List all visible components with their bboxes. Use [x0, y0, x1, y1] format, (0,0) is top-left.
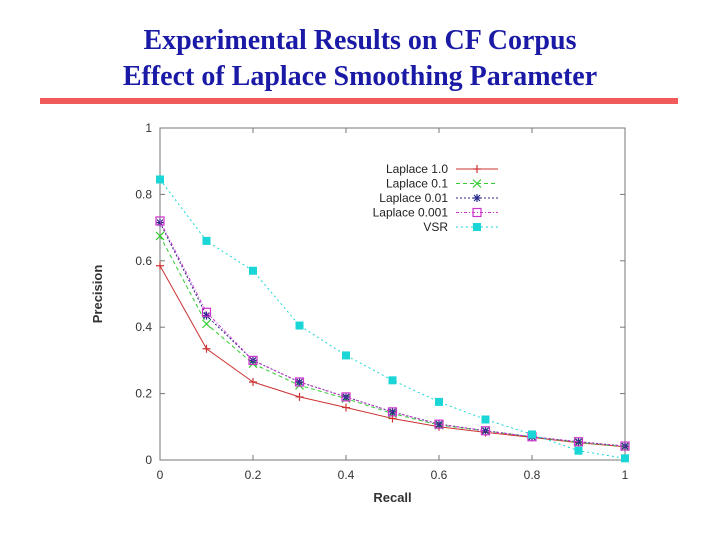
x-tick-label: 0.4	[338, 468, 355, 482]
data-point-laplace-0-001	[248, 355, 258, 365]
x-axis-label: Recall	[373, 490, 411, 505]
data-point-vsr	[295, 321, 304, 330]
data-point-vsr	[388, 376, 397, 385]
plot-frame	[159, 127, 626, 461]
x-tick-label: 0.8	[524, 468, 541, 482]
x-tick-label: 0.2	[245, 468, 262, 482]
title-underline	[40, 98, 678, 104]
y-tick-label: 0	[145, 453, 152, 467]
data-point-laplace-0-01	[574, 437, 583, 446]
data-point-laplace-0-01	[295, 377, 304, 386]
legend-label-laplace-0-01: Laplace 0.01	[379, 191, 448, 205]
legend-marker-laplace-0-01	[473, 194, 481, 202]
legend-marker-laplace-1-0	[473, 165, 481, 173]
data-point-laplace-1-0	[342, 403, 350, 412]
slide-title-line1: Experimental Results on CF Corpus	[143, 25, 577, 56]
data-point-laplace-0-001	[573, 437, 584, 447]
data-point-vsr	[435, 397, 443, 406]
data-point-vsr	[574, 446, 583, 455]
data-point-laplace-0-01	[202, 311, 211, 320]
data-point-laplace-0-01	[156, 218, 164, 227]
y-tick-label: 1	[145, 121, 152, 135]
data-point-laplace-0-001	[341, 392, 351, 402]
legend-label-laplace-0-1: Laplace 0.1	[386, 177, 448, 191]
legend-marker-laplace-0-1	[472, 179, 482, 188]
data-point-laplace-0-001	[434, 419, 444, 429]
y-tick-label: 0.8	[135, 187, 152, 201]
data-point-laplace-1-0	[249, 377, 257, 386]
slide-title-line2: Effect of Laplace Smoothing Parameter	[122, 61, 598, 92]
data-point-laplace-0-001	[387, 407, 398, 417]
data-point-laplace-1-0	[295, 392, 304, 401]
legend-marker-vsr	[473, 223, 481, 231]
data-point-vsr	[202, 236, 211, 245]
data-point-laplace-0-01	[435, 420, 443, 429]
y-tick-label: 0.4	[135, 320, 152, 334]
y-tick-label: 0.2	[135, 387, 152, 401]
legend-marker-laplace-0-001	[472, 207, 482, 218]
y-axis-label: Precision	[90, 265, 105, 324]
data-point-vsr	[481, 415, 490, 424]
data-point-laplace-0-001	[620, 441, 630, 451]
x-tick-label: 1	[622, 468, 629, 482]
data-point-laplace-0-001	[155, 216, 165, 226]
x-tick-label: 0	[157, 468, 164, 482]
legend-label-vsr: VSR	[423, 220, 448, 234]
data-point-vsr	[249, 266, 257, 275]
data-point-laplace-0-01	[388, 407, 397, 416]
x-tick-label: 0.6	[431, 468, 448, 482]
legend-label-laplace-1-0: Laplace 1.0	[386, 162, 448, 176]
y-tick-label: 0.6	[135, 254, 152, 268]
data-point-laplace-1-0	[202, 344, 211, 353]
data-point-laplace-0-001	[201, 307, 212, 317]
data-point-vsr	[342, 351, 350, 360]
data-point-laplace-0-1	[155, 231, 165, 241]
data-point-laplace-1-0	[156, 261, 164, 270]
data-point-laplace-0-001	[294, 377, 305, 387]
data-point-vsr	[156, 175, 164, 184]
legend-label-laplace-0-001: Laplace 0.001	[373, 206, 449, 220]
data-point-vsr	[528, 430, 536, 439]
data-point-laplace-0-1	[202, 319, 211, 329]
data-point-laplace-0-001	[480, 426, 491, 436]
data-point-vsr	[621, 454, 629, 463]
